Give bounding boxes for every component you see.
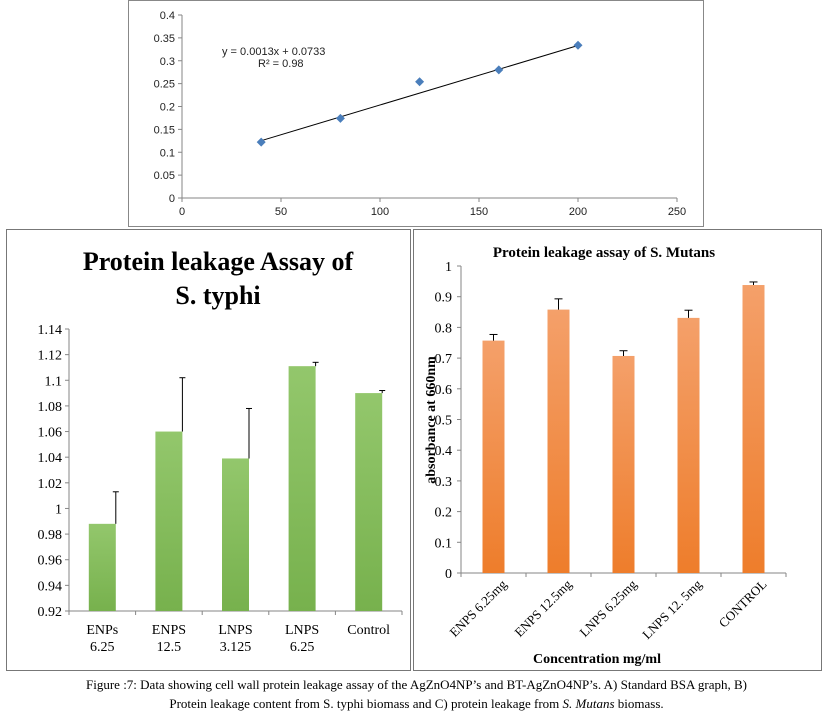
chart-c-x-tick-label: LNPS 6.25mg bbox=[576, 576, 640, 640]
chart-b-x-tick-label: ENPs bbox=[86, 623, 118, 638]
chart-a-data-point bbox=[335, 113, 345, 123]
chart-c-bar bbox=[482, 340, 505, 573]
chart-b-x-tick-label-line-2: 6.25 bbox=[290, 640, 315, 655]
chart-c-y-tick-label: 1 bbox=[445, 260, 452, 275]
chart-b-panel: Protein leakage Assay of S. typhi 0.92 0.94… bbox=[6, 229, 411, 671]
chart-c-svg: Protein leakage assay of S. Mutans absorb… bbox=[424, 245, 787, 667]
chart-b-y-tick-label: 1 bbox=[55, 502, 62, 517]
chart-a-r2-label: R² = 0.98 bbox=[258, 58, 304, 70]
chart-a-x-tick-label: 50 bbox=[275, 206, 287, 218]
chart-b-bar bbox=[355, 393, 383, 611]
chart-b-y-tick-label: 0.94 bbox=[38, 579, 63, 594]
chart-c-x-tick-label: ENPS 12.5mg bbox=[511, 576, 575, 640]
chart-a-x-tick-label: 200 bbox=[569, 206, 587, 218]
chart-c-y-tick-label: 0.3 bbox=[435, 475, 453, 490]
chart-a-y-tick-label: 0.4 bbox=[160, 10, 175, 22]
chart-b-bar bbox=[88, 523, 116, 611]
chart-c-bar bbox=[677, 317, 700, 573]
chart-c-y-tick-label: 0.7 bbox=[435, 352, 453, 367]
chart-c-y-tick-label: 0.4 bbox=[435, 444, 453, 459]
chart-c-x-axis-title: Concentration mg/ml bbox=[533, 652, 661, 667]
chart-c-y-tick-label: 0.8 bbox=[435, 321, 453, 336]
chart-a-data-point bbox=[415, 77, 425, 87]
chart-c-y-tick-label: 0.6 bbox=[435, 383, 453, 398]
figure-caption: Figure :7: Data showing cell wall protei… bbox=[0, 675, 833, 713]
chart-b-x-tick-label-line-2: 6.25 bbox=[90, 640, 115, 655]
chart-b-x-tick-label: ENPS bbox=[152, 623, 186, 638]
chart-a-x-tick-label: 150 bbox=[470, 206, 488, 218]
chart-c-y-tick-label: 0.1 bbox=[435, 536, 453, 551]
chart-a-y-tick-label: 0 bbox=[169, 193, 175, 205]
chart-b-title-line-2: S. typhi bbox=[175, 281, 260, 310]
chart-a-y-tick-label: 0.3 bbox=[160, 56, 175, 68]
chart-a-x-tick-label: 0 bbox=[179, 206, 185, 218]
chart-c-y-tick-label: 0 bbox=[445, 567, 452, 582]
chart-b-y-tick-label: 0.96 bbox=[38, 554, 63, 569]
chart-a-data-point bbox=[494, 65, 504, 75]
chart-b-y-tick-label: 1.12 bbox=[38, 349, 63, 364]
chart-a-svg: 0 0.05 0.1 0.15 0.2 0.25 0.3 0.35 0.4 0 50 100 150 20… bbox=[154, 10, 687, 218]
chart-b-x-tick-label: Control bbox=[347, 623, 390, 638]
chart-b-y-tick-label: 1.08 bbox=[38, 400, 63, 415]
caption-line-2: Protein leakage content from S. typhi bi… bbox=[0, 694, 833, 713]
chart-b-bar bbox=[155, 431, 183, 611]
chart-c-panel: Protein leakage assay of S. Mutans absorb… bbox=[413, 229, 822, 671]
chart-a-y-tick-label: 0.05 bbox=[154, 170, 175, 182]
caption-line-2-start: Protein leakage content from S. typhi bi… bbox=[169, 696, 563, 711]
chart-a-y-tick-label: 0.15 bbox=[154, 124, 175, 136]
chart-a-y-tick-label: 0.2 bbox=[160, 102, 175, 114]
chart-a-y-tick-label: 0.35 bbox=[154, 33, 175, 45]
chart-c-title: Protein leakage assay of S. Mutans bbox=[493, 245, 715, 261]
chart-c-x-tick-label: LNPS 12. 5mg bbox=[639, 576, 705, 642]
chart-a-x-tick-label: 250 bbox=[668, 206, 686, 218]
chart-b-svg: Protein leakage Assay of S. typhi 0.92 0.94… bbox=[38, 247, 403, 655]
chart-c-x-tick-label: CONTROL bbox=[716, 576, 770, 630]
chart-c-y-axis-title: absorbance at 660nm bbox=[424, 356, 439, 484]
chart-a-x-tick-label: 100 bbox=[371, 206, 389, 218]
caption-species-italic: S. Mutans bbox=[562, 696, 615, 711]
chart-b-y-tick-label: 1.02 bbox=[38, 477, 63, 492]
chart-a-data-point bbox=[256, 137, 266, 147]
chart-a-equation-label: y = 0.0013x + 0.0733 bbox=[222, 46, 325, 58]
chart-b-x-tick-label-line-2: 3.125 bbox=[220, 640, 252, 655]
chart-c-y-tick-label: 0.2 bbox=[435, 506, 453, 521]
caption-line-1: Figure :7: Data showing cell wall protei… bbox=[86, 677, 747, 692]
chart-a-trendline bbox=[261, 45, 579, 142]
chart-a-panel: 0 0.05 0.1 0.15 0.2 0.25 0.3 0.35 0.4 0 50 100 150 20… bbox=[128, 0, 704, 227]
chart-a-data-point bbox=[573, 40, 583, 50]
chart-b-y-tick-label: 1.14 bbox=[38, 323, 63, 338]
chart-c-bar bbox=[547, 309, 570, 573]
chart-b-bar bbox=[222, 458, 249, 611]
chart-b-y-tick-label: 1.1 bbox=[45, 374, 63, 389]
chart-b-x-tick-label: LNPS bbox=[285, 623, 319, 638]
chart-c-bar bbox=[742, 285, 765, 573]
chart-b-y-tick-label: 0.98 bbox=[38, 528, 63, 543]
chart-c-y-tick-label: 0.5 bbox=[435, 414, 453, 429]
chart-c-x-tick-label: ENPS 6.25mg bbox=[446, 576, 510, 640]
chart-b-y-tick-label: 1.04 bbox=[38, 451, 63, 466]
chart-b-title-line-1: Protein leakage Assay of bbox=[83, 247, 354, 276]
chart-c-y-tick-label: 0.9 bbox=[435, 291, 453, 306]
chart-a-y-tick-label: 0.1 bbox=[160, 147, 175, 159]
caption-line-2-end: biomass. bbox=[614, 696, 664, 711]
chart-b-bar bbox=[288, 366, 316, 611]
chart-a-y-tick-label: 0.25 bbox=[154, 79, 175, 91]
chart-b-x-tick-label-line-2: 12.5 bbox=[157, 640, 182, 655]
chart-b-y-tick-label: 1.06 bbox=[38, 426, 63, 441]
chart-c-bar bbox=[612, 355, 635, 573]
chart-b-x-tick-label: LNPS bbox=[218, 623, 252, 638]
chart-b-y-tick-label: 0.92 bbox=[38, 605, 63, 620]
